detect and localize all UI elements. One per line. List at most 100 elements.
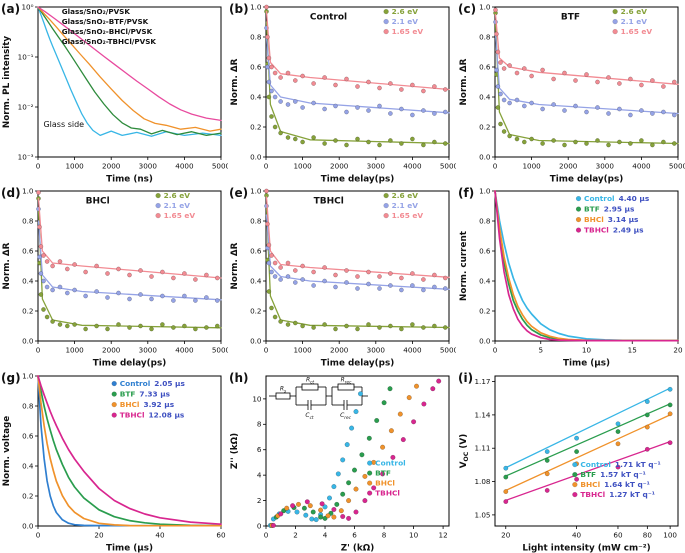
- x-tick-label: 1000: [294, 162, 313, 171]
- y-axis-label: Norm. ΔR: [230, 58, 240, 105]
- y-tick-label: 0.8: [22, 401, 34, 410]
- legend-marker: [383, 29, 390, 35]
- series-1.65-ev: [36, 190, 222, 283]
- x-tick-label: 0: [36, 346, 41, 355]
- x-tick-label: 40: [155, 530, 165, 539]
- label-crec: Crec: [340, 412, 352, 420]
- series-1.65-ev: [492, 7, 679, 89]
- legend-marker: [571, 481, 578, 487]
- plot-frame: [37, 375, 222, 527]
- y-tick-label: 8: [257, 419, 262, 428]
- legend-entry: Glass/SnO₂/PVSK: [62, 7, 131, 16]
- panel-g: 0 20 40 60 0.0 0.2 0.4 0.6 0.8 1.0 Time (μs) Norm. …: [1, 371, 226, 553]
- panel-letter: (h): [229, 371, 249, 385]
- x-tick-label: 0: [492, 346, 497, 355]
- legend-entry: BHCl: [375, 478, 395, 487]
- y-tick-label: 1.0: [22, 371, 34, 380]
- legend-entry: TBHCl 1.27 kT q⁻¹: [580, 490, 655, 499]
- x-tick-label: 4000: [175, 346, 194, 355]
- x-tick-label: 3000: [367, 162, 386, 171]
- legend-marker: [571, 491, 578, 497]
- y-tick-label: 0.6: [22, 431, 34, 440]
- x-tick-label: 1000: [65, 162, 84, 171]
- legend-entry: 1.65 eV: [620, 27, 652, 36]
- legend-entry: 1.65 eV: [392, 27, 424, 36]
- legend-entry: 2.1 eV: [392, 201, 419, 210]
- x-tick-label: 80: [642, 530, 652, 539]
- legend-entry: BHCl 3.14 μs: [584, 215, 639, 224]
- y-tick-label: 0.4: [22, 461, 34, 470]
- series-btf: [502, 402, 673, 480]
- y-tick-label: 0.4: [22, 277, 34, 286]
- y-tick-label: 1.0: [479, 187, 491, 196]
- legend-marker: [367, 460, 373, 466]
- x-tick-label: 4000: [175, 162, 194, 171]
- legend-marker: [111, 380, 117, 386]
- y-tick-label: 0.6: [250, 62, 262, 71]
- legend-marker: [111, 401, 117, 407]
- x-axis-label: Time delay(ps): [549, 175, 622, 185]
- x-axis-label: Time (μs): [563, 359, 610, 369]
- plot-frame: [37, 190, 222, 342]
- x-axis-label: Time (ns): [106, 175, 153, 185]
- x-tick-label: 3000: [139, 162, 158, 171]
- legend-entry: 2.6 eV: [164, 191, 191, 200]
- x-tick-label: 0: [36, 162, 41, 171]
- y-tick-label: 1.11: [474, 443, 490, 452]
- y-tick-label: 0.2: [479, 307, 490, 316]
- legend-marker: [612, 9, 618, 15]
- y-axis-label: Z'' (kΩ): [230, 432, 240, 468]
- y-tick-label: 0.2: [250, 307, 261, 316]
- y-tick-label: 0.2: [479, 122, 490, 131]
- x-tick-label: 8: [382, 530, 387, 539]
- x-tick-label: 10: [409, 530, 419, 539]
- y-axis-label: VOC (V): [459, 433, 470, 468]
- legend-entry: 2.1 eV: [620, 17, 647, 26]
- x-tick-label: 2000: [330, 162, 349, 171]
- legend-entry: 1.65 eV: [392, 211, 424, 220]
- y-axis-label: Norm. ΔR: [459, 58, 469, 105]
- legend-entry: BTF: [375, 468, 391, 477]
- y-tick-label: 1.0: [250, 187, 262, 196]
- legend-marker: [367, 490, 373, 496]
- panel-b: 0 1000 2000 3000 4000 5000 0.0 0.2 0.4 0.6 0.8 1.0 T…: [229, 2, 456, 184]
- panel-title: BTF: [560, 13, 579, 23]
- x-tick-label: 2000: [102, 346, 121, 355]
- legend-marker: [155, 213, 161, 219]
- legend-marker: [575, 206, 581, 212]
- label-rct: Rct: [306, 376, 314, 384]
- plot-frame: [265, 375, 450, 527]
- panel-letter: (i): [458, 371, 473, 385]
- x-tick-label: 0: [264, 530, 269, 539]
- y-tick-label: 0.2: [22, 307, 33, 316]
- x-tick-label: 5000: [440, 346, 456, 355]
- y-tick-label: 0.0: [22, 337, 34, 346]
- y-axis-label: Norm. current: [459, 231, 469, 301]
- x-tick-label: 2000: [330, 346, 349, 355]
- x-tick-label: 3000: [595, 162, 614, 171]
- y-tick-label: 0.4: [479, 277, 491, 286]
- legend-marker: [367, 480, 373, 486]
- label-cct: Cct: [306, 412, 315, 420]
- y-tick-label: 0.6: [479, 62, 491, 71]
- legend-entry: TBHCl 12.08 μs: [120, 410, 185, 419]
- x-tick-label: 100: [663, 530, 677, 539]
- series-2.6-ev: [264, 193, 450, 332]
- legend-entry: Control 2.05 μs: [120, 379, 186, 388]
- series-glass-sno-btf-pvsk: [37, 6, 222, 137]
- series-control: [268, 390, 364, 528]
- x-tick-label: 6: [353, 530, 358, 539]
- x-tick-label: 20: [673, 346, 683, 355]
- legend-entry: BHCl 1.64 kT q⁻¹: [580, 480, 650, 489]
- series-2.1-ev: [264, 203, 450, 293]
- resistor-rct: [301, 383, 319, 390]
- y-tick-label: 0.8: [250, 32, 262, 41]
- legend-marker: [383, 203, 390, 209]
- legend-entry: BTF 2.95 μs: [584, 205, 635, 214]
- panel-title: TBHCl: [314, 197, 344, 207]
- x-axis-label: Time delay(ps): [321, 359, 394, 369]
- x-tick-label: 12: [439, 530, 448, 539]
